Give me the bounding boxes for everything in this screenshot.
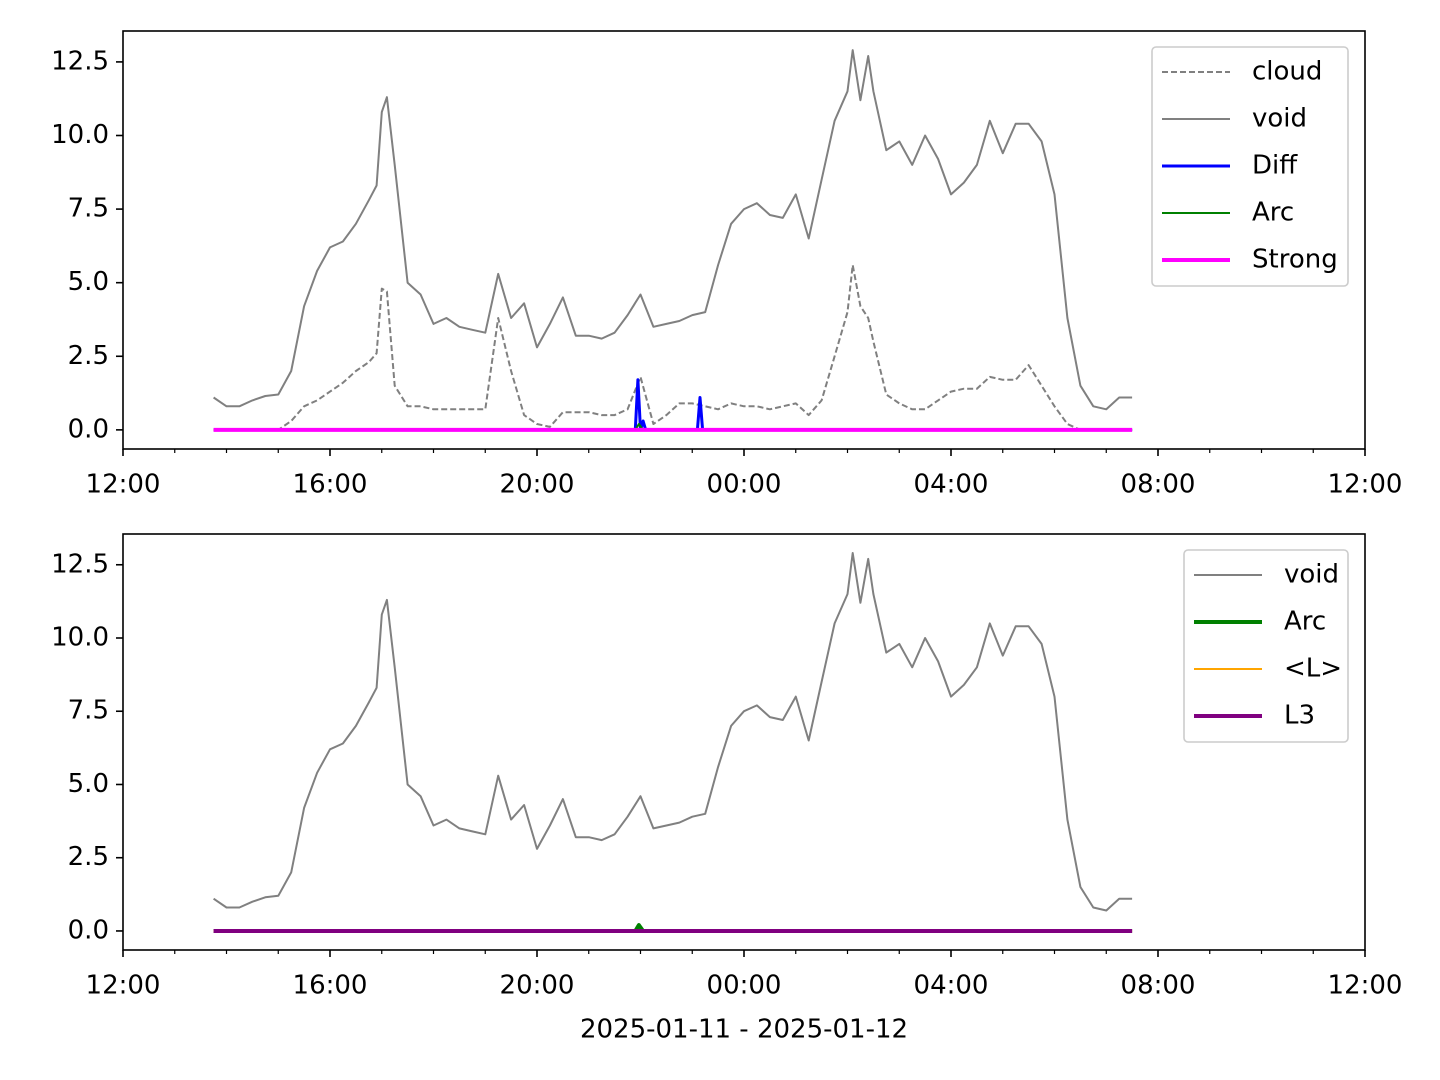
x-tick-label: 12:00 — [86, 971, 161, 1001]
x-tick-label: 20:00 — [500, 470, 575, 500]
legend: cloud void Diff Arc Strong — [1151, 46, 1349, 287]
axes: 0.0 2.5 5.0 7.5 10.0 12.5 12:00 16:00 20:00 00:00… — [51, 533, 1403, 1045]
y-tick-label: 7.5 — [68, 194, 109, 224]
legend-label: <L> — [1284, 654, 1342, 684]
y-tick-label: 2.5 — [68, 341, 109, 371]
legend-frame — [1183, 549, 1349, 743]
legend-label: Arc — [1284, 607, 1326, 637]
legend-label: L3 — [1284, 701, 1315, 731]
x-tick-label: 04:00 — [914, 470, 989, 500]
x-tick-label: 04:00 — [914, 971, 989, 1001]
x-tick-label: 20:00 — [500, 971, 575, 1001]
x-tick-label: 12:00 — [86, 470, 161, 500]
y-tick-label: 12.5 — [51, 549, 109, 579]
x-tick-label: 00:00 — [707, 470, 782, 500]
series-line — [213, 552, 1133, 912]
x-tick-label: 08:00 — [1121, 470, 1196, 500]
series-line — [213, 264, 1133, 431]
y-tick-label: 10.0 — [51, 623, 109, 653]
legend-label: void — [1284, 560, 1339, 590]
legend-frame — [1151, 46, 1349, 287]
y-tick-label: 0.0 — [68, 915, 109, 945]
series-line — [213, 49, 1133, 411]
x-tick-label: 16:00 — [293, 971, 368, 1001]
x-tick-label: 08:00 — [1121, 971, 1196, 1001]
legend-label: Arc — [1252, 198, 1294, 228]
y-tick-label: 2.5 — [68, 842, 109, 872]
axes-frame — [122, 533, 1366, 951]
plot-area — [213, 552, 1133, 933]
y-tick-label: 0.0 — [68, 414, 109, 444]
x-tick-label: 12:00 — [1328, 470, 1403, 500]
legend: void Arc <L> L3 — [1183, 549, 1349, 743]
y-tick-label: 10.0 — [51, 120, 109, 150]
axes: 0.0 2.5 5.0 7.5 10.0 12.5 12:00 16:00 20:00 00:00… — [51, 30, 1403, 500]
x-axis-label: 2025-01-11 - 2025-01-12 — [580, 1015, 908, 1045]
y-tick-label: 5.0 — [68, 769, 109, 799]
legend-label: Diff — [1252, 151, 1298, 181]
legend-label: Strong — [1252, 245, 1338, 275]
plot-area — [213, 49, 1133, 432]
x-tick-label: 12:00 — [1328, 971, 1403, 1001]
y-tick-label: 12.5 — [51, 46, 109, 76]
y-tick-label: 7.5 — [68, 696, 109, 726]
legend-label: void — [1252, 104, 1307, 134]
series-line — [213, 378, 1133, 432]
x-tick-label: 00:00 — [707, 971, 782, 1001]
legend-label: cloud — [1252, 57, 1322, 87]
y-tick-label: 5.0 — [68, 267, 109, 297]
x-tick-label: 16:00 — [293, 470, 368, 500]
